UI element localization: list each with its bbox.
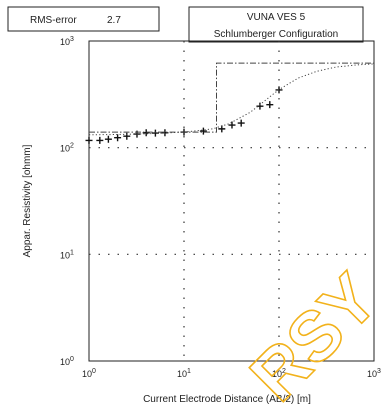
calculated-curve — [88, 63, 375, 136]
data-point — [228, 121, 236, 129]
x-tick-label: 100 — [82, 368, 96, 379]
x-tick-label: 101 — [177, 368, 191, 379]
tick-labels: 100 101 102 103 100 101 102 103 — [60, 36, 381, 379]
data-point — [104, 135, 112, 143]
chart-subtitle: Schlumberger Configuration — [214, 29, 339, 40]
chart-title: VUNA VES 5 — [247, 12, 306, 23]
y-axis-label: Appar. Resistivity [ohmm] — [22, 144, 33, 257]
watermark: RSY — [235, 259, 385, 410]
series-group — [85, 62, 375, 144]
title-box — [188, 6, 364, 43]
x-tick-label: 103 — [367, 368, 381, 379]
plot-frame — [88, 40, 375, 362]
data-point — [266, 101, 274, 109]
data-point — [114, 134, 122, 142]
data-point — [218, 125, 226, 133]
y-tick-label: 100 — [60, 356, 74, 367]
data-point — [96, 136, 104, 144]
data-point — [85, 136, 93, 144]
y-tick-label: 103 — [60, 36, 74, 47]
rms-label: RMS-error — [30, 15, 77, 26]
y-tick-label: 102 — [60, 143, 74, 154]
x-tick-label: 102 — [272, 368, 286, 379]
model-layer-line — [89, 62, 374, 133]
x-axis-label: Current Electrode Distance (AB/2) [m] — [143, 394, 311, 405]
grid — [89, 41, 374, 361]
data-point — [237, 119, 245, 127]
data-point — [256, 102, 264, 110]
rms-box — [7, 6, 160, 32]
data-point — [142, 129, 150, 137]
data-point — [199, 127, 207, 135]
y-tick-label: 101 — [60, 249, 74, 260]
rms-value: 2.7 — [107, 15, 121, 26]
